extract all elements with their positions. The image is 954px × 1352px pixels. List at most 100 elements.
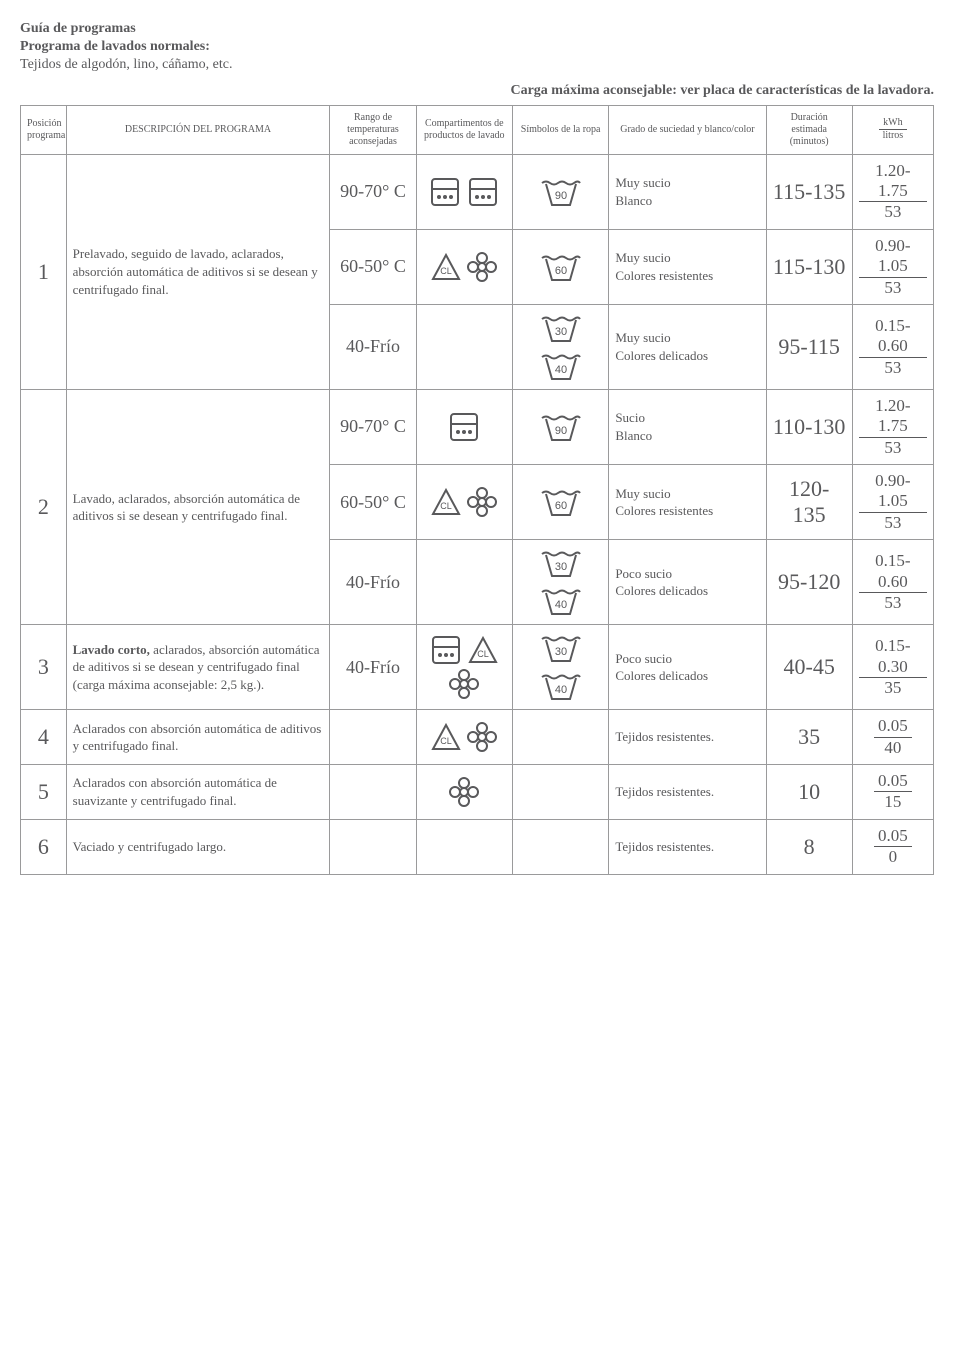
dirt-grade: Muy sucioColores resistentes (609, 465, 766, 540)
kwh-litros: 0.90-1.0553 (852, 229, 933, 304)
litros-value: 0 (874, 847, 912, 867)
clothes-symbols: 60 (512, 465, 608, 540)
duration: 120-135 (766, 465, 852, 540)
compartments-icons (416, 765, 512, 820)
col-grado: Grado de suciedad y blanco/color (609, 105, 766, 154)
clothes-symbols: 90 (512, 154, 608, 229)
kwh-litros: 0.15-0.6053 (852, 304, 933, 389)
table-row: 1Prelavado, seguido de lavado, aclarados… (21, 154, 934, 229)
table-row: 6Vaciado y centrifugado largo. Tejidos re… (21, 819, 934, 874)
svg-text:60: 60 (555, 265, 567, 277)
dirt-grade: Muy sucioColores resistentes (609, 229, 766, 304)
tray-icon (428, 177, 462, 207)
program-position: 4 (21, 710, 67, 765)
programs-table: Posición programa DESCRIPCIÓN DEL PROGRA… (20, 105, 934, 875)
temperature-range: 40-Frío (330, 540, 416, 625)
litros-value: 53 (859, 202, 927, 222)
litros-value: 53 (859, 278, 927, 298)
program-position: 6 (21, 819, 67, 874)
col-descripcion: DESCRIPCIÓN DEL PROGRAMA (66, 105, 330, 154)
wash-basin-icon: 30 (540, 546, 582, 580)
clothes-symbols: 60 (512, 229, 608, 304)
dirt-grade: Muy sucioColores delicados (609, 304, 766, 389)
kwh-litros: 0.15-0.6053 (852, 540, 933, 625)
flower-icon (466, 487, 498, 517)
temperature-range: 40-Frío (330, 304, 416, 389)
wash-basin-icon: 40 (540, 349, 582, 383)
dirt-grade: Poco sucioColores delicados (609, 625, 766, 710)
temperature-range (330, 765, 416, 820)
litros-value: 53 (859, 593, 927, 613)
table-row: 4Aclarados con absorción automática de a… (21, 710, 934, 765)
compartments-icons (416, 154, 512, 229)
duration: 115-135 (766, 154, 852, 229)
flower-icon (448, 669, 480, 699)
col-duracion: Duración estimada (minutos) (766, 105, 852, 154)
duration: 35 (766, 710, 852, 765)
dirt-grade: Tejidos resistentes. (609, 819, 766, 874)
page-tejidos: Tejidos de algodón, lino, cáñamo, etc. (20, 56, 934, 74)
duration: 115-130 (766, 229, 852, 304)
litros-value: 53 (859, 438, 927, 458)
col-simbolos: Símbolos de la ropa (512, 105, 608, 154)
program-position: 2 (21, 389, 67, 624)
program-description: Lavado, aclarados, absorción automática … (66, 389, 330, 624)
litros-value: 53 (859, 513, 927, 533)
bleach-triangle-icon (430, 722, 462, 752)
dirt-grade: SucioBlanco (609, 389, 766, 464)
kwh-value: 1.20-1.75 (859, 396, 927, 438)
dirt-grade: Poco sucioColores delicados (609, 540, 766, 625)
temperature-range: 60-50° C (330, 229, 416, 304)
page-title: Guía de programas (20, 20, 934, 38)
compartments-icons (416, 540, 512, 625)
svg-text:90: 90 (555, 425, 567, 437)
compartments-icons (416, 819, 512, 874)
program-position: 5 (21, 765, 67, 820)
compartments-icons (416, 304, 512, 389)
clothes-symbols: 30 40 (512, 540, 608, 625)
compartments-icons (416, 710, 512, 765)
duration: 95-120 (766, 540, 852, 625)
table-row: 5Aclarados con absorción automática de s… (21, 765, 934, 820)
wash-basin-icon: 30 (540, 311, 582, 345)
kwh-header-num: kWh (879, 117, 908, 130)
clothes-symbols: 90 (512, 389, 608, 464)
kwh-litros: 0.0540 (852, 710, 933, 765)
dirt-grade: Tejidos resistentes. (609, 765, 766, 820)
duration: 40-45 (766, 625, 852, 710)
dirt-grade: Tejidos resistentes. (609, 710, 766, 765)
kwh-value: 0.05 (874, 716, 912, 737)
kwh-litros: 1.20-1.7553 (852, 154, 933, 229)
wash-basin-icon: 40 (540, 669, 582, 703)
page-subtitle: Programa de lavados normales: (20, 38, 934, 56)
clothes-symbols: 30 40 (512, 625, 608, 710)
compartments-icons (416, 625, 512, 710)
flower-icon (448, 777, 480, 807)
page-header: Guía de programas Programa de lavados no… (20, 20, 934, 75)
svg-text:30: 30 (555, 646, 567, 658)
program-description: Vaciado y centrifugado largo. (66, 819, 330, 874)
svg-text:90: 90 (555, 190, 567, 202)
flower-icon (466, 722, 498, 752)
kwh-litros: 0.0515 (852, 765, 933, 820)
clothes-symbols (512, 765, 608, 820)
wash-basin-icon: 60 (540, 485, 582, 519)
litros-value: 53 (859, 358, 927, 378)
wash-basin-icon: 30 (540, 631, 582, 665)
kwh-litros: 0.050 (852, 819, 933, 874)
kwh-value: 0.90-1.05 (859, 471, 927, 513)
program-position: 1 (21, 154, 67, 389)
table-row: 3Lavado corto, aclarados, absorción auto… (21, 625, 934, 710)
wash-basin-icon: 60 (540, 250, 582, 284)
dirt-grade: Muy sucioBlanco (609, 154, 766, 229)
duration: 8 (766, 819, 852, 874)
program-description: Prelavado, seguido de lavado, aclarados,… (66, 154, 330, 389)
kwh-litros: 0.90-1.0553 (852, 465, 933, 540)
tray-icon (447, 412, 481, 442)
bleach-triangle-icon (430, 252, 462, 282)
tray-icon (429, 635, 463, 665)
compartments-icons (416, 389, 512, 464)
litros-value: 15 (874, 792, 912, 812)
svg-text:40: 40 (555, 599, 567, 611)
svg-text:30: 30 (555, 561, 567, 573)
